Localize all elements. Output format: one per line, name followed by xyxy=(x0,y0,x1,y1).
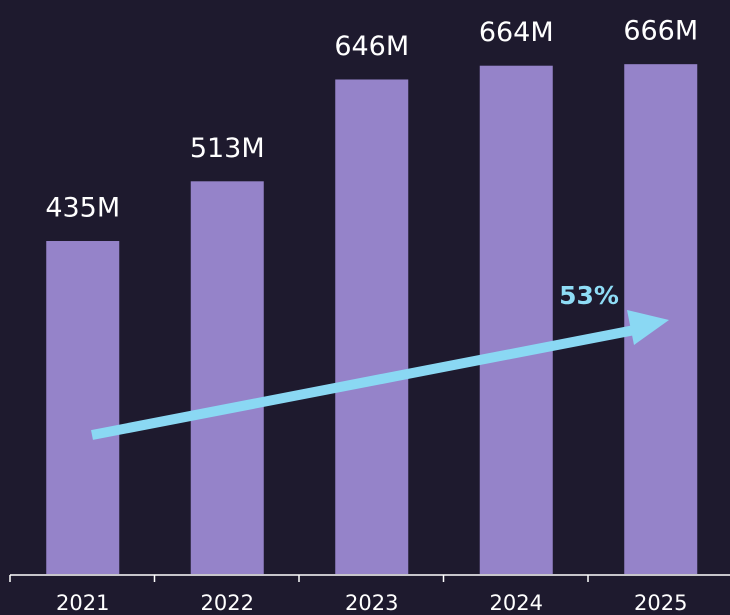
bar xyxy=(46,241,120,574)
trend-arrow-shaft xyxy=(91,324,641,440)
value-label: 435M xyxy=(45,193,120,224)
x-tick-label: 2023 xyxy=(345,591,398,615)
trend-arrow-head xyxy=(627,310,669,345)
bar xyxy=(479,65,553,574)
x-tick-label: 2024 xyxy=(490,591,543,615)
value-label: 646M xyxy=(334,31,409,62)
bar xyxy=(190,181,264,574)
annotation: 53% xyxy=(559,281,619,310)
value-label: 664M xyxy=(479,17,554,48)
bar xyxy=(335,79,409,574)
x-tick-label: 2025 xyxy=(634,591,687,615)
x-tick-label: 2022 xyxy=(201,591,254,615)
x-tick-label: 2021 xyxy=(56,591,109,615)
value-label: 513M xyxy=(190,133,265,164)
value-label: 666M xyxy=(623,16,698,47)
